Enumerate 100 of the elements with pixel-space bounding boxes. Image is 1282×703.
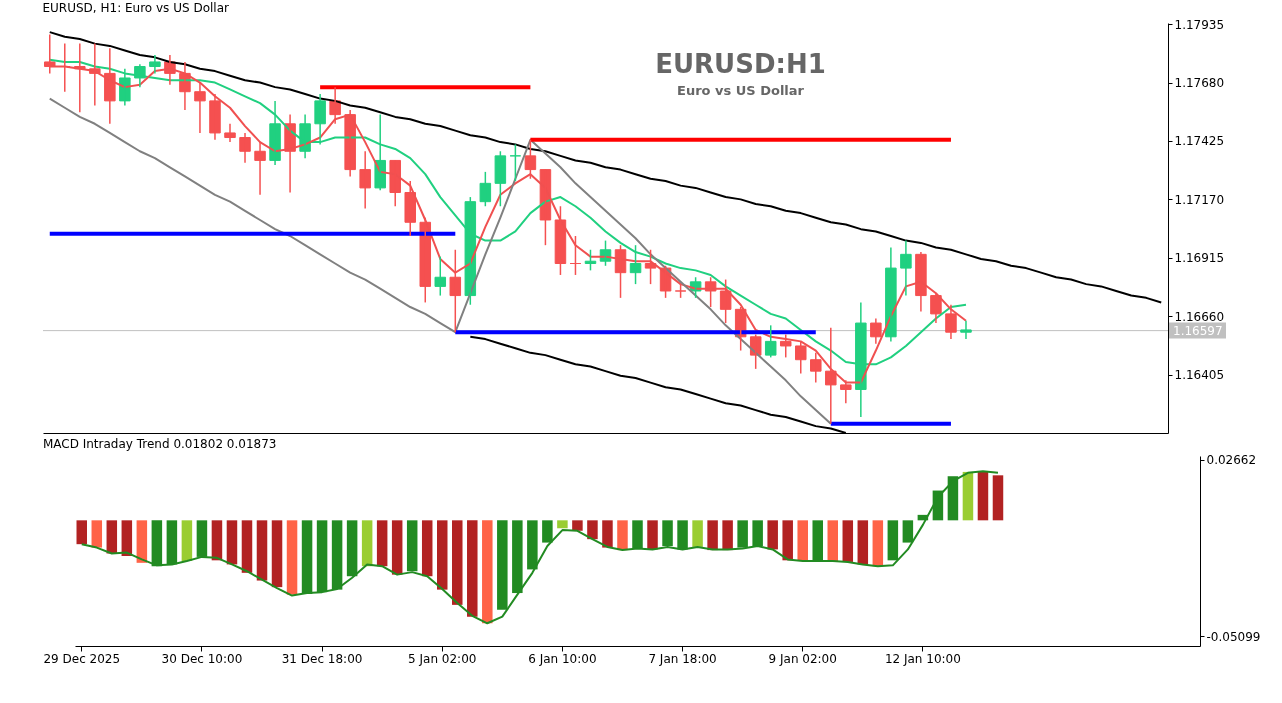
candlestick bbox=[779, 333, 792, 359]
bar bbox=[617, 520, 628, 551]
bar bbox=[512, 520, 523, 594]
bar bbox=[887, 520, 899, 561]
bar bbox=[196, 520, 208, 557]
bar bbox=[467, 520, 478, 617]
bar bbox=[722, 520, 733, 551]
bar bbox=[151, 520, 163, 567]
bar bbox=[662, 520, 673, 546]
candlestick bbox=[719, 278, 732, 324]
bar bbox=[677, 520, 688, 550]
bar bbox=[271, 520, 283, 588]
y-tick-label: 0.02662 bbox=[1206, 453, 1257, 468]
y-tick-label: 1.17170 bbox=[1174, 192, 1225, 207]
bar bbox=[136, 520, 148, 563]
bar bbox=[527, 520, 538, 570]
bar bbox=[842, 520, 854, 562]
bar bbox=[482, 520, 493, 624]
bar bbox=[256, 520, 268, 581]
bar bbox=[872, 520, 884, 567]
bar bbox=[557, 520, 568, 529]
y-tick-label: 1.17680 bbox=[1174, 76, 1225, 91]
bar bbox=[812, 520, 823, 561]
bar bbox=[647, 520, 658, 550]
y-tick-label: 1.17425 bbox=[1174, 134, 1225, 149]
bar bbox=[361, 520, 373, 567]
x-tick-label: 9 Jan 02:00 bbox=[768, 651, 837, 666]
bar bbox=[226, 520, 238, 565]
candlestick bbox=[194, 81, 206, 134]
bar bbox=[497, 520, 508, 610]
bar bbox=[767, 520, 778, 550]
bar bbox=[737, 520, 748, 548]
chart-title: MACD Intraday Trend 0.01802 0.01873 bbox=[42, 436, 277, 451]
annotation: EURUSD:H1 bbox=[655, 49, 826, 79]
line-series bbox=[80, 470, 999, 625]
candlestick bbox=[479, 171, 492, 207]
candlestick bbox=[749, 333, 762, 370]
candlestick bbox=[449, 249, 462, 333]
candlestick bbox=[960, 320, 972, 340]
bar bbox=[91, 520, 103, 548]
ref-line-label: 1.16597 bbox=[1173, 323, 1223, 338]
bar bbox=[376, 520, 388, 567]
candlestick bbox=[764, 324, 777, 359]
x-tick-label: 6 Jan 10:00 bbox=[528, 651, 597, 666]
x-tick-label: 7 Jan 18:00 bbox=[648, 651, 717, 666]
bar bbox=[782, 520, 793, 561]
bar bbox=[211, 520, 223, 561]
x-tick-label: 30 Dec 10:00 bbox=[161, 651, 243, 666]
candlestick bbox=[494, 150, 507, 207]
candlestick bbox=[524, 139, 537, 180]
y-tick-label: 1.16915 bbox=[1174, 251, 1225, 266]
bar bbox=[707, 520, 718, 551]
bar bbox=[286, 520, 298, 595]
x-tick-label: 5 Jan 02:00 bbox=[408, 651, 477, 666]
bar bbox=[587, 520, 598, 540]
bar bbox=[692, 520, 703, 547]
line-series bbox=[48, 97, 832, 425]
x-tick-label: 29 Dec 2025 bbox=[43, 651, 121, 666]
bar bbox=[106, 520, 118, 554]
y-tick-label: 1.16660 bbox=[1174, 309, 1225, 324]
bar bbox=[76, 520, 88, 545]
candlestick bbox=[509, 143, 522, 182]
y-tick-label: -0.05099 bbox=[1206, 629, 1261, 644]
candlestick bbox=[434, 255, 447, 297]
x-tick-label: 31 Dec 18:00 bbox=[281, 651, 363, 666]
bar bbox=[992, 475, 1004, 521]
candlestick bbox=[359, 150, 371, 210]
line-series bbox=[48, 31, 1163, 304]
bar bbox=[166, 520, 178, 565]
candlestick bbox=[224, 123, 236, 143]
bar bbox=[331, 520, 343, 590]
bar bbox=[752, 520, 763, 546]
bar bbox=[542, 520, 553, 543]
bar bbox=[436, 520, 448, 590]
y-tick-label: 1.17935 bbox=[1174, 17, 1225, 32]
bar bbox=[301, 520, 313, 594]
annotation: Euro vs US Dollar bbox=[676, 83, 805, 98]
x-tick-label: 12 Jan 10:00 bbox=[884, 651, 961, 666]
bar bbox=[421, 520, 433, 577]
bar bbox=[316, 520, 328, 593]
bar bbox=[962, 471, 974, 521]
chart-title: EURUSD, H1: Euro vs US Dollar bbox=[42, 1, 229, 16]
bar bbox=[602, 520, 613, 548]
bar bbox=[346, 520, 358, 577]
bar bbox=[572, 520, 583, 531]
bar bbox=[977, 471, 989, 521]
bar bbox=[857, 520, 869, 565]
bar bbox=[241, 520, 253, 573]
bar bbox=[827, 520, 839, 561]
bar bbox=[632, 520, 643, 549]
bar bbox=[902, 520, 914, 543]
bar bbox=[391, 520, 403, 575]
y-tick-label: 1.16405 bbox=[1174, 368, 1225, 383]
bar bbox=[452, 520, 463, 605]
bar bbox=[406, 520, 418, 572]
candlestick bbox=[569, 235, 582, 276]
candlestick bbox=[149, 54, 161, 75]
bar bbox=[181, 520, 193, 561]
bar bbox=[797, 520, 808, 561]
bar bbox=[121, 520, 133, 556]
